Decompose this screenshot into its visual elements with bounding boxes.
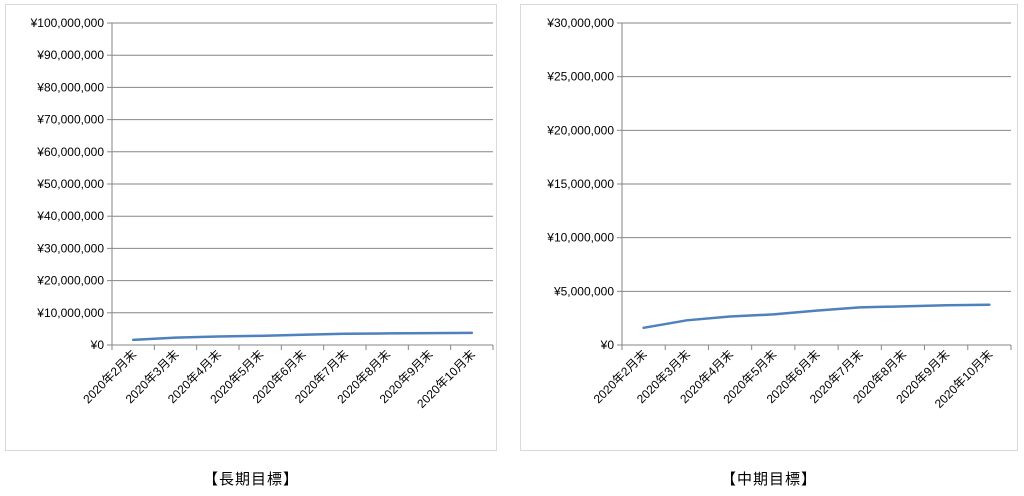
y-tick-label: ¥90,000,000	[36, 48, 104, 62]
y-tick-label: ¥15,000,000	[546, 177, 614, 191]
series-line	[642, 303, 991, 330]
chart-panel-long-term: ¥0 ¥10,000,000 ¥20,000,000 ¥30,000,000 ¥40,0…	[5, 4, 497, 451]
series-line	[131, 331, 474, 342]
y-tick-label: ¥5,000,000	[553, 284, 614, 298]
y-tick-label: ¥30,000,000	[36, 241, 104, 255]
mid-term-chart: ¥0 ¥5,000,000 ¥10,000,000 ¥15,000,000 ¥20,00…	[546, 16, 1012, 411]
caption-mid-term: 【中期目標】	[720, 471, 817, 488]
chart-panel-mid-term: ¥0 ¥5,000,000 ¥10,000,000 ¥15,000,000 ¥20,00…	[520, 4, 1018, 451]
y-tick-label: ¥60,000,000	[36, 145, 104, 159]
caption-long-term: 【長期目標】	[202, 471, 299, 488]
y-tick-label: ¥100,000,000	[30, 16, 105, 30]
y-tick-label: ¥30,000,000	[546, 16, 614, 30]
y-tick-label: ¥25,000,000	[546, 70, 614, 84]
y-tick-label: ¥0	[600, 338, 615, 352]
y-tick-label: ¥50,000,000	[36, 177, 104, 191]
y-tick-label: ¥70,000,000	[36, 113, 104, 127]
y-tick-label: ¥20,000,000	[546, 123, 614, 137]
y-tick-label: ¥10,000,000	[546, 231, 614, 245]
long-term-chart: ¥0 ¥10,000,000 ¥20,000,000 ¥30,000,000 ¥40,0…	[30, 16, 494, 411]
y-tick-label: ¥10,000,000	[36, 306, 104, 320]
y-tick-label: ¥80,000,000	[36, 80, 104, 94]
y-tick-label: ¥40,000,000	[36, 209, 104, 223]
y-tick-label: ¥20,000,000	[36, 274, 104, 288]
y-tick-label: ¥0	[90, 338, 105, 352]
